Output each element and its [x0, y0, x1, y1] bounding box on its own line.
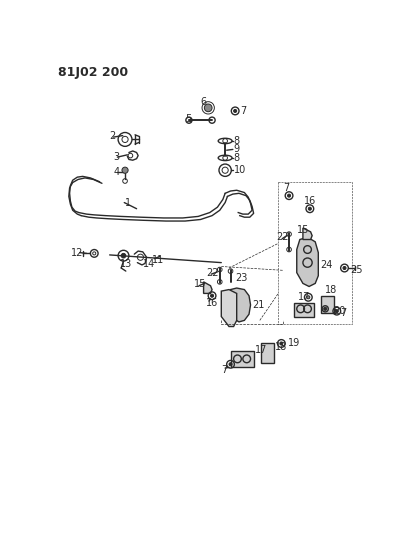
Circle shape [307, 296, 310, 299]
Text: 18: 18 [324, 285, 337, 295]
Text: 11: 11 [152, 255, 164, 265]
Text: 15: 15 [194, 279, 207, 289]
Text: 21: 21 [252, 300, 265, 310]
Circle shape [343, 266, 346, 270]
Text: 16: 16 [304, 196, 316, 206]
Text: 9: 9 [234, 144, 240, 155]
Text: 18: 18 [275, 342, 287, 352]
Text: 7: 7 [221, 366, 228, 375]
Text: 8: 8 [234, 136, 240, 146]
Text: 24: 24 [320, 260, 332, 270]
Text: 5: 5 [185, 114, 191, 124]
Text: 22: 22 [277, 232, 289, 242]
Circle shape [204, 104, 212, 112]
Text: 19: 19 [287, 338, 300, 349]
Text: 7: 7 [241, 106, 247, 116]
Text: 16: 16 [206, 298, 218, 309]
Text: 22: 22 [206, 268, 219, 278]
Text: 3: 3 [114, 152, 120, 162]
Circle shape [324, 308, 327, 310]
Text: 7: 7 [283, 183, 289, 193]
Text: 17: 17 [255, 345, 267, 354]
Circle shape [121, 253, 126, 258]
Polygon shape [322, 296, 334, 313]
Polygon shape [261, 343, 274, 364]
Circle shape [122, 167, 128, 173]
Text: 7: 7 [341, 308, 347, 318]
Polygon shape [226, 288, 251, 322]
Circle shape [234, 109, 237, 112]
Polygon shape [294, 303, 314, 317]
Text: 1: 1 [125, 198, 131, 207]
Text: 15: 15 [297, 224, 309, 235]
Text: 13: 13 [120, 259, 132, 269]
Circle shape [210, 294, 214, 297]
Text: 81J02 200: 81J02 200 [58, 66, 128, 79]
Circle shape [335, 310, 338, 313]
Circle shape [229, 363, 232, 366]
Polygon shape [297, 237, 318, 287]
Polygon shape [221, 289, 237, 327]
Text: 23: 23 [235, 273, 247, 283]
Text: 8: 8 [234, 153, 240, 163]
Circle shape [308, 207, 311, 210]
Circle shape [280, 342, 283, 345]
Text: 20: 20 [333, 306, 345, 316]
Text: 4: 4 [114, 167, 120, 177]
Text: 10: 10 [234, 165, 246, 175]
Text: 25: 25 [350, 265, 362, 276]
Polygon shape [303, 228, 312, 239]
Text: 14: 14 [143, 259, 155, 269]
Text: 17: 17 [298, 292, 311, 302]
Text: 6: 6 [201, 96, 207, 107]
Polygon shape [230, 351, 254, 367]
Text: 12: 12 [71, 248, 83, 257]
Polygon shape [204, 282, 212, 294]
Circle shape [287, 194, 291, 197]
Text: 2: 2 [109, 131, 116, 141]
